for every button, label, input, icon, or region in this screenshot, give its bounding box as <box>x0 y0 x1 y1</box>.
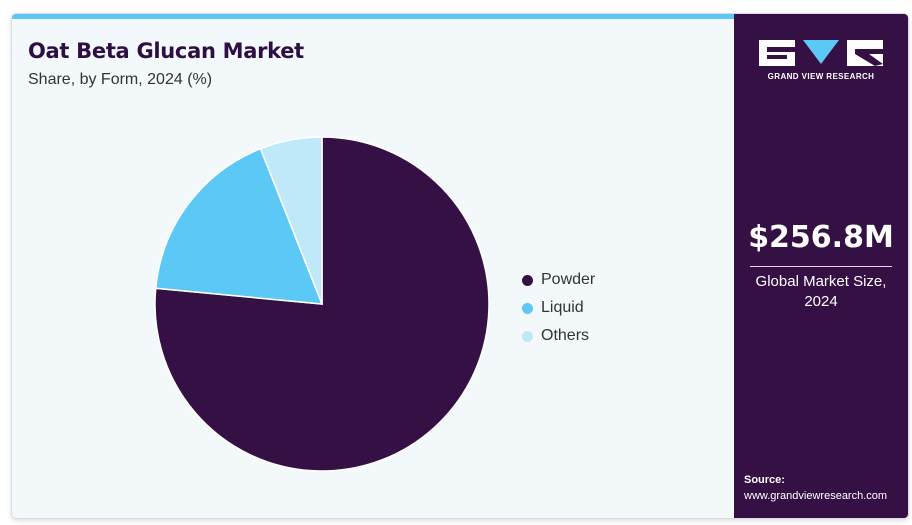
report-card: Oat Beta Glucan Market Share, by Form, 2… <box>12 14 908 518</box>
summary-side-panel: GRAND VIEW RESEARCH $256.8M Global Marke… <box>734 14 908 518</box>
chart-panel: Oat Beta Glucan Market Share, by Form, 2… <box>12 19 734 518</box>
market-size-value: $256.8M <box>748 220 894 255</box>
legend-item-liquid: Liquid <box>522 294 595 322</box>
chart-subtitle: Share, by Form, 2024 (%) <box>28 71 213 88</box>
grand-view-research-logo: GRAND VIEW RESEARCH <box>734 40 908 81</box>
legend-item-powder: Powder <box>522 266 595 294</box>
chart-title: Oat Beta Glucan Market <box>28 39 304 63</box>
market-size-caption: Global Market Size, 2024 <box>734 272 908 312</box>
legend-label-others: Others <box>541 327 590 344</box>
gvr-logo-icon <box>759 40 883 66</box>
legend-swatch-others <box>522 330 533 342</box>
legend-swatch-powder <box>522 274 533 286</box>
legend-item-others: Others <box>522 322 595 350</box>
pie-slice-liquid <box>154 147 324 305</box>
pie-chart <box>154 136 490 472</box>
pie-slice-others <box>259 136 323 305</box>
chart-legend: Powder Liquid Others <box>522 266 595 350</box>
accent-bar <box>12 14 734 19</box>
divider <box>750 266 892 267</box>
market-caption-line1: Global Market Size, <box>755 273 887 290</box>
logo-text: GRAND VIEW RESEARCH <box>767 72 875 81</box>
source-url-link[interactable]: www.grandviewresearch.com <box>744 490 888 502</box>
legend-label-powder: Powder <box>541 271 596 288</box>
market-caption-line2: 2024 <box>804 293 838 310</box>
legend-label-liquid: Liquid <box>541 299 584 316</box>
legend-swatch-liquid <box>522 302 533 314</box>
source-label: Source: <box>744 474 785 486</box>
